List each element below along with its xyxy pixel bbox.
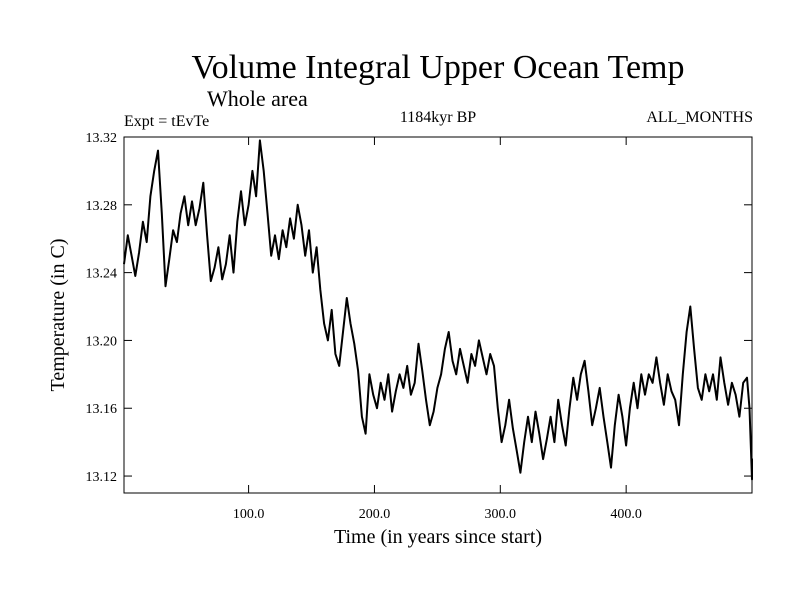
experiment-label: Expt = tEvTe: [124, 113, 209, 130]
plot-frame: [123, 136, 753, 494]
y-axis-label: Temperature (in C): [47, 239, 69, 392]
x-tick-label: 300.0: [485, 507, 517, 522]
chart-title: Volume Integral Upper Ocean Temp: [192, 49, 685, 86]
chart-subtitle: Whole area: [207, 86, 308, 111]
y-tick-label: 13.12: [86, 470, 118, 485]
x-tick-label: 200.0: [359, 507, 391, 522]
y-axis: 13.12 13.16 13.20 13.24 13.28 13.32: [86, 131, 752, 485]
y-tick-label: 13.24: [86, 267, 118, 282]
x-axis: 100.0 200.0 300.0 400.0: [233, 137, 642, 522]
months-label: ALL_MONTHS: [646, 109, 753, 126]
period-label: 1184kyr BP: [400, 109, 476, 126]
x-tick-label: 100.0: [233, 507, 265, 522]
y-tick-label: 13.28: [86, 199, 118, 214]
y-tick-label: 13.16: [86, 402, 118, 417]
y-tick-label: 13.20: [86, 334, 118, 349]
x-axis-label: Time (in years since start): [334, 526, 542, 548]
x-tick-label: 400.0: [610, 507, 642, 522]
y-tick-label: 13.32: [86, 131, 118, 146]
temperature-series-line: [123, 139, 753, 481]
